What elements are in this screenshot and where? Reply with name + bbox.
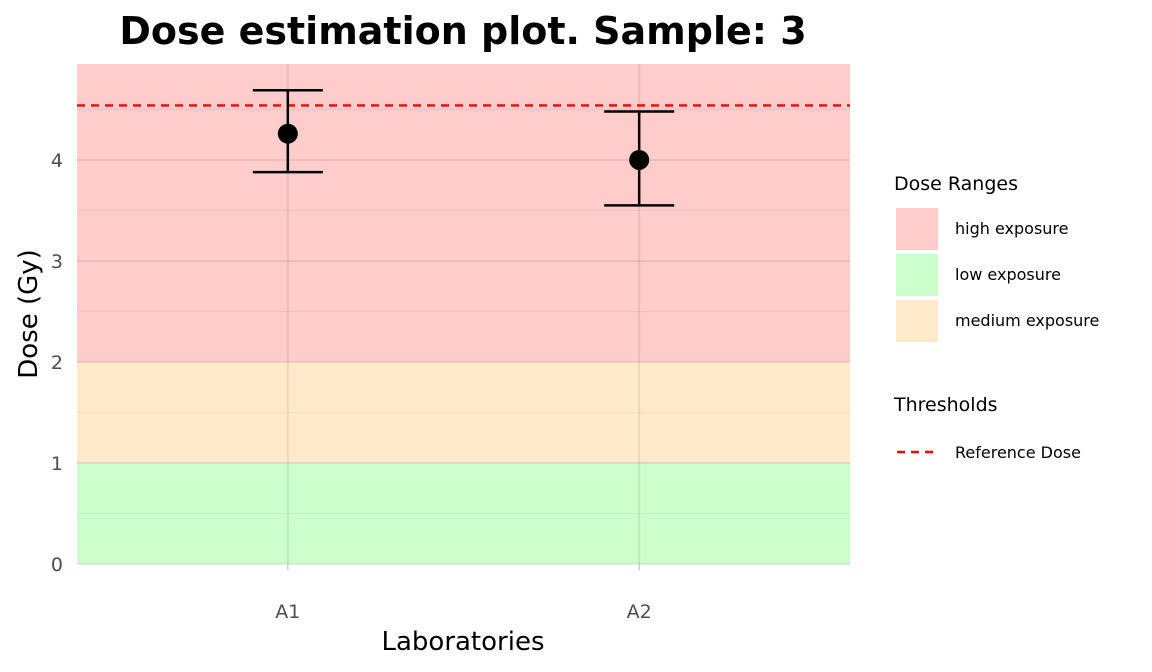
legend-label: medium exposure (955, 311, 1099, 330)
legend-group-title: Dose Ranges (894, 173, 1018, 195)
x-axis-ticks: A1 A2 (275, 564, 652, 623)
legend-group-title: Thresholds (893, 394, 998, 416)
range-band-high-exposure (77, 64, 850, 362)
grid (77, 64, 850, 565)
y-tick-label: 0 (51, 554, 63, 576)
legend-label: high exposure (955, 219, 1069, 238)
chart-title: Dose estimation plot. Sample: 3 (119, 9, 806, 53)
legend-key-high-exposure (896, 208, 938, 250)
legend-key-medium-exposure (896, 300, 938, 342)
y-axis-ticks: 0 1 2 3 4 (51, 150, 63, 576)
data-point-A1 (277, 123, 298, 144)
plot-area (77, 64, 850, 565)
range-band-medium-exposure (77, 361, 850, 463)
range-band-low-exposure (77, 462, 850, 564)
data-point-A2 (629, 149, 650, 170)
y-axis-title: Dose (Gy) (14, 249, 44, 379)
y-tick-label: 3 (51, 251, 63, 273)
y-tick-label: 2 (51, 352, 63, 374)
y-tick-label: 4 (51, 150, 63, 172)
x-axis-title: Laboratories (381, 627, 544, 657)
y-tick-label: 1 (51, 453, 63, 475)
x-tick-label: A2 (627, 601, 652, 623)
x-tick-label: A1 (275, 601, 300, 623)
legend-label: Reference Dose (955, 443, 1081, 462)
legend-label: low exposure (955, 265, 1061, 284)
legend-key-low-exposure (896, 254, 938, 296)
legend: Dose Ranges high exposure low exposure medi… (893, 173, 1099, 462)
